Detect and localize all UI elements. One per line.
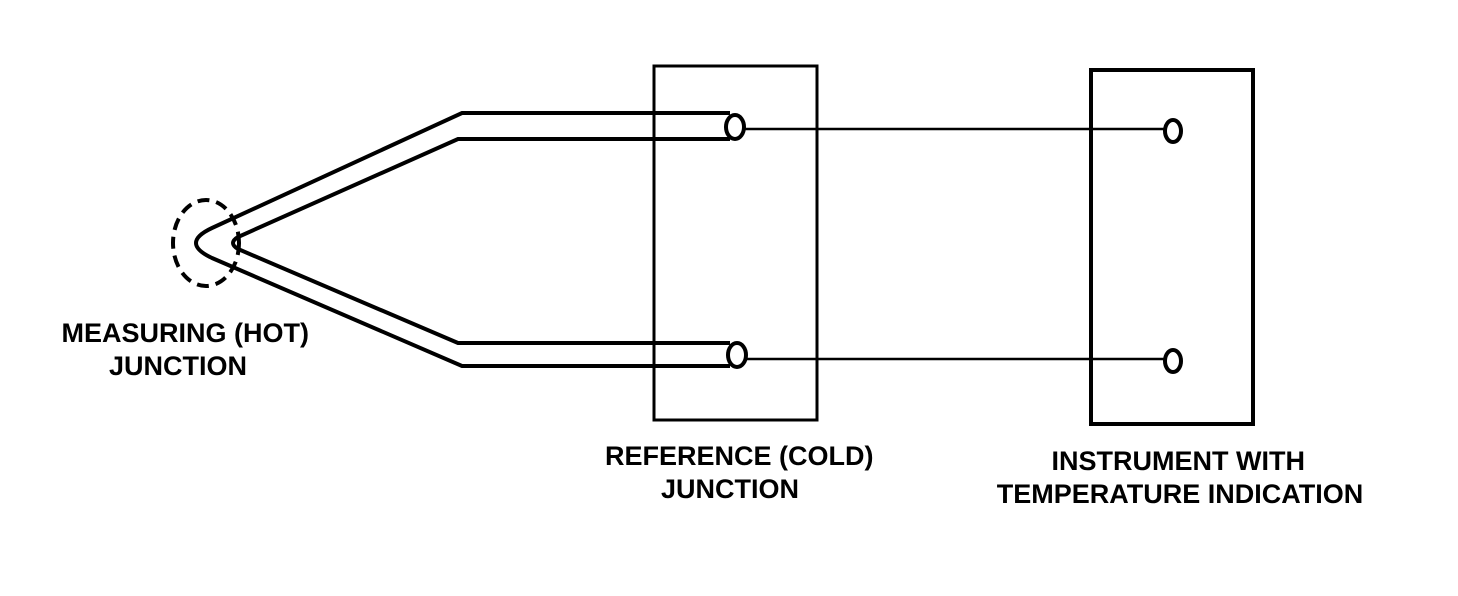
reference-junction-label: REFERENCE (COLD) JUNCTION xyxy=(605,441,881,504)
measuring-junction-label-line-1: MEASURING (HOT) xyxy=(62,318,309,348)
instrument-label-line-2: TEMPERATURE INDICATION xyxy=(997,479,1364,509)
instrument-terminal-top xyxy=(1163,118,1183,144)
instrument-label: INSTRUMENT WITH TEMPERATURE INDICATION xyxy=(997,446,1364,509)
reference-terminal-bottom xyxy=(726,341,748,369)
reference-junction-label-line-1: REFERENCE (COLD) xyxy=(605,441,874,471)
reference-terminal-top xyxy=(724,113,746,141)
measuring-junction-label-line-2: JUNCTION xyxy=(109,351,247,381)
thermocouple-wire-outer xyxy=(194,111,730,368)
hot-junction-dashed-circle xyxy=(171,198,241,288)
instrument-box xyxy=(1089,68,1255,426)
instrument-label-line-1: INSTRUMENT WITH xyxy=(1052,446,1305,476)
instrument-terminal-bottom xyxy=(1163,348,1183,374)
reference-junction-box xyxy=(652,64,819,422)
measuring-junction-label: MEASURING (HOT) JUNCTION xyxy=(62,318,317,381)
reference-junction-label-line-2: JUNCTION xyxy=(661,474,799,504)
